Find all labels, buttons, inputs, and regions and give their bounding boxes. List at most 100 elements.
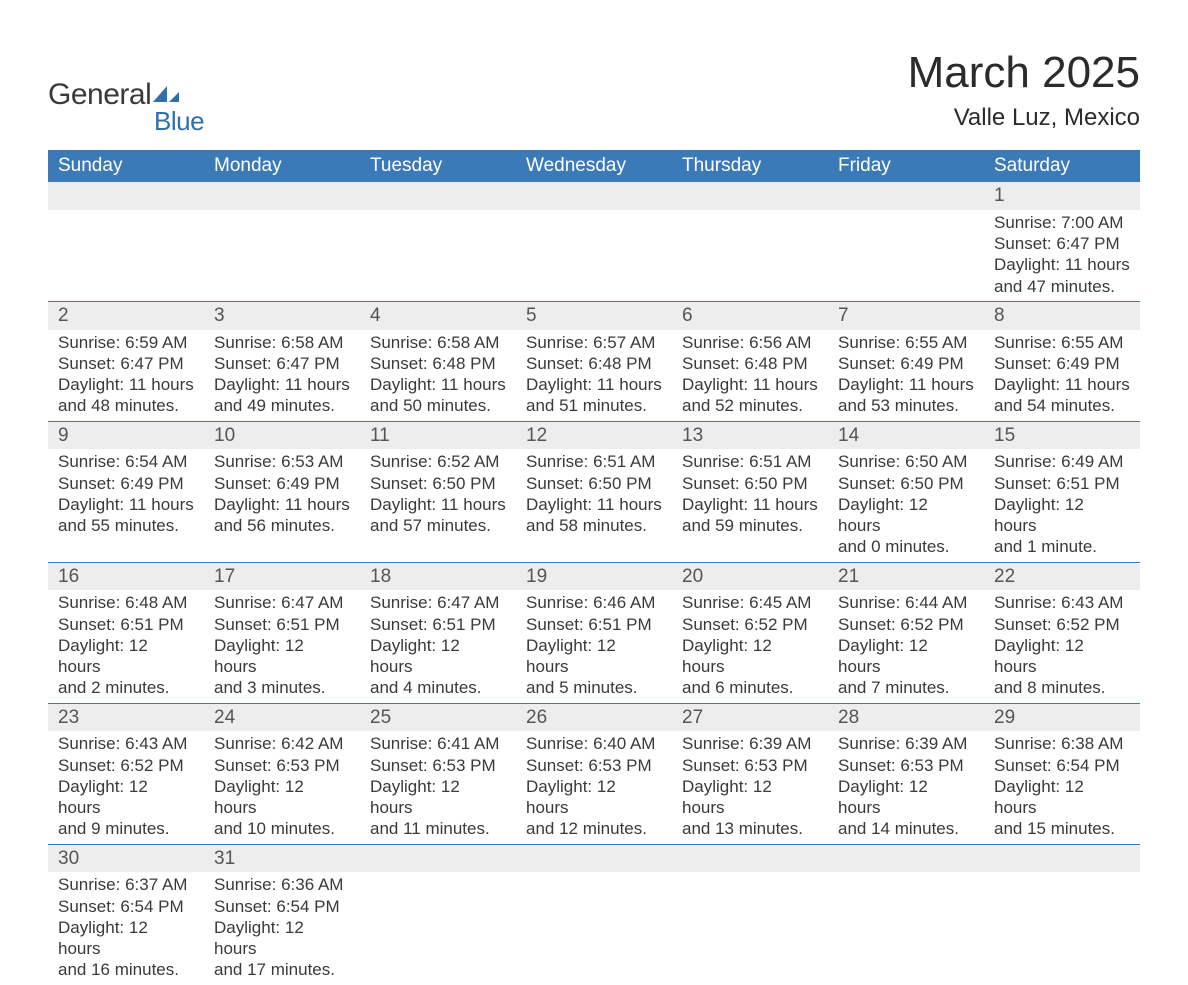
day-detail-line: Daylight: 12 hours xyxy=(838,776,974,819)
day-detail-line: Daylight: 11 hours xyxy=(58,374,194,395)
day-detail-cell: Sunrise: 6:59 AMSunset: 6:47 PMDaylight:… xyxy=(48,330,204,422)
day-detail-line: Sunrise: 6:39 AM xyxy=(838,733,974,754)
day-number-cell: 14 xyxy=(828,421,984,449)
day-number-cell xyxy=(828,182,984,210)
day-detail-line xyxy=(214,233,350,254)
day-number-cell: 3 xyxy=(204,301,360,329)
day-detail-cell xyxy=(204,210,360,302)
day-detail-line: Daylight: 12 hours xyxy=(526,635,662,678)
day-detail-line: Sunset: 6:49 PM xyxy=(58,473,194,494)
header: General Blue March 2025 Valle Luz, Mexic… xyxy=(48,48,1140,142)
day-detail-line xyxy=(838,212,974,233)
day-detail-line: Daylight: 12 hours xyxy=(682,635,818,678)
day-detail-line: and 13 minutes. xyxy=(682,818,818,839)
day-detail-line: and 6 minutes. xyxy=(682,677,818,698)
day-number-cell: 16 xyxy=(48,562,204,590)
day-number-cell: 5 xyxy=(516,301,672,329)
day-detail-cell xyxy=(360,872,516,984)
location: Valle Luz, Mexico xyxy=(908,104,1140,132)
day-detail-line: Sunset: 6:48 PM xyxy=(370,353,506,374)
day-detail-line xyxy=(58,254,194,275)
day-detail-line: and 9 minutes. xyxy=(58,818,194,839)
day-number-cell: 11 xyxy=(360,421,516,449)
day-detail-line: Sunset: 6:48 PM xyxy=(526,353,662,374)
day-detail-line: Daylight: 11 hours xyxy=(58,494,194,515)
day-detail-line xyxy=(370,212,506,233)
day-detail-line xyxy=(526,896,662,917)
week-daynum-row: 1 xyxy=(48,182,1140,210)
day-number-cell xyxy=(828,844,984,872)
day-detail-line: and 3 minutes. xyxy=(214,677,350,698)
day-detail-line xyxy=(838,233,974,254)
day-detail-line: Sunrise: 6:43 AM xyxy=(994,592,1130,613)
day-detail-cell: Sunrise: 6:44 AMSunset: 6:52 PMDaylight:… xyxy=(828,590,984,703)
day-detail-cell: Sunrise: 6:56 AMSunset: 6:48 PMDaylight:… xyxy=(672,330,828,422)
day-number-cell: 22 xyxy=(984,562,1140,590)
day-detail-line xyxy=(58,233,194,254)
day-detail-line: Daylight: 11 hours xyxy=(370,374,506,395)
day-detail-line: Sunset: 6:53 PM xyxy=(526,755,662,776)
day-detail-line: and 52 minutes. xyxy=(682,395,818,416)
day-detail-line xyxy=(682,938,818,959)
day-number-cell: 31 xyxy=(204,844,360,872)
day-number-cell: 20 xyxy=(672,562,828,590)
day-detail-line: Sunrise: 6:43 AM xyxy=(58,733,194,754)
day-detail-line xyxy=(994,896,1130,917)
day-number-cell: 30 xyxy=(48,844,204,872)
day-detail-line: and 49 minutes. xyxy=(214,395,350,416)
day-detail-line: Daylight: 12 hours xyxy=(58,635,194,678)
col-friday: Friday xyxy=(828,150,984,182)
day-number-cell xyxy=(984,844,1140,872)
day-detail-line xyxy=(370,874,506,895)
day-detail-line: Sunset: 6:51 PM xyxy=(526,614,662,635)
day-detail-line xyxy=(370,896,506,917)
day-detail-line xyxy=(214,276,350,297)
day-detail-line: and 1 minute. xyxy=(994,536,1130,557)
day-detail-line: Daylight: 12 hours xyxy=(214,776,350,819)
day-detail-line: Sunset: 6:47 PM xyxy=(994,233,1130,254)
day-detail-line: Daylight: 11 hours xyxy=(838,374,974,395)
day-detail-cell: Sunrise: 6:55 AMSunset: 6:49 PMDaylight:… xyxy=(828,330,984,422)
day-detail-line xyxy=(214,212,350,233)
day-detail-line: Sunrise: 6:54 AM xyxy=(58,451,194,472)
day-detail-line: Sunset: 6:51 PM xyxy=(370,614,506,635)
day-detail-line: Sunrise: 6:38 AM xyxy=(994,733,1130,754)
day-detail-cell: Sunrise: 7:00 AMSunset: 6:47 PMDaylight:… xyxy=(984,210,1140,302)
day-detail-cell: Sunrise: 6:49 AMSunset: 6:51 PMDaylight:… xyxy=(984,449,1140,562)
day-detail-line: Sunset: 6:49 PM xyxy=(838,353,974,374)
day-detail-line xyxy=(370,917,506,938)
day-detail-cell: Sunrise: 6:45 AMSunset: 6:52 PMDaylight:… xyxy=(672,590,828,703)
day-number-cell: 24 xyxy=(204,703,360,731)
day-detail-line: Daylight: 11 hours xyxy=(682,374,818,395)
day-header-row: Sunday Monday Tuesday Wednesday Thursday… xyxy=(48,150,1140,182)
day-detail-line: Sunrise: 6:51 AM xyxy=(526,451,662,472)
day-detail-line: and 58 minutes. xyxy=(526,515,662,536)
day-detail-line: Daylight: 11 hours xyxy=(682,494,818,515)
logo-text-general: General xyxy=(48,78,151,112)
logo-text-blue: Blue xyxy=(154,106,204,137)
day-detail-line: Sunset: 6:51 PM xyxy=(58,614,194,635)
day-detail-line: Sunset: 6:53 PM xyxy=(838,755,974,776)
day-detail-cell: Sunrise: 6:53 AMSunset: 6:49 PMDaylight:… xyxy=(204,449,360,562)
day-detail-line: Sunset: 6:50 PM xyxy=(838,473,974,494)
day-number-cell xyxy=(516,182,672,210)
day-detail-line xyxy=(994,938,1130,959)
day-detail-line: and 16 minutes. xyxy=(58,959,194,980)
day-detail-line: and 8 minutes. xyxy=(994,677,1130,698)
day-detail-line xyxy=(682,276,818,297)
day-number-cell: 4 xyxy=(360,301,516,329)
day-detail-line: and 59 minutes. xyxy=(682,515,818,536)
week-detail-row: Sunrise: 6:59 AMSunset: 6:47 PMDaylight:… xyxy=(48,330,1140,422)
day-detail-line: Daylight: 12 hours xyxy=(838,635,974,678)
day-detail-cell: Sunrise: 6:42 AMSunset: 6:53 PMDaylight:… xyxy=(204,731,360,844)
day-detail-line xyxy=(58,212,194,233)
day-detail-line xyxy=(214,254,350,275)
day-detail-line: Sunset: 6:54 PM xyxy=(994,755,1130,776)
week-detail-row: Sunrise: 6:37 AMSunset: 6:54 PMDaylight:… xyxy=(48,872,1140,984)
day-detail-cell xyxy=(672,872,828,984)
day-detail-line: Sunset: 6:49 PM xyxy=(214,473,350,494)
day-detail-line: Sunrise: 6:47 AM xyxy=(214,592,350,613)
day-detail-cell: Sunrise: 6:43 AMSunset: 6:52 PMDaylight:… xyxy=(48,731,204,844)
day-detail-cell: Sunrise: 6:54 AMSunset: 6:49 PMDaylight:… xyxy=(48,449,204,562)
day-detail-line: Daylight: 12 hours xyxy=(214,635,350,678)
